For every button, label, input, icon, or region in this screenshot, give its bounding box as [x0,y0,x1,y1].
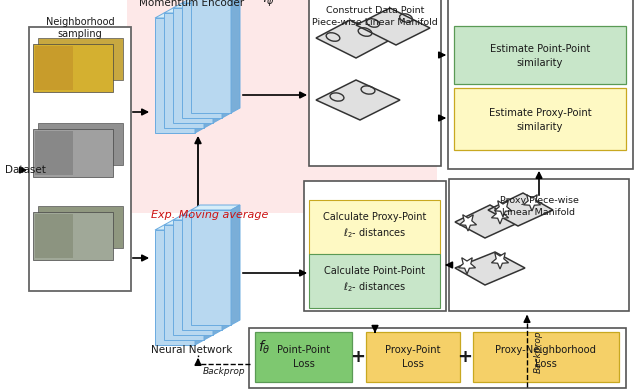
Text: Calculate Proxy-Point
$\ell_2$- distances: Calculate Proxy-Point $\ell_2$- distance… [323,212,427,240]
Polygon shape [173,220,213,335]
Polygon shape [155,230,195,345]
Text: Exp. Moving average: Exp. Moving average [151,210,269,220]
Text: Calculate Point-Point
$\ell_2$- distances: Calculate Point-Point $\ell_2$- distance… [324,266,426,294]
Polygon shape [173,3,222,8]
Text: +: + [458,348,472,366]
FancyBboxPatch shape [127,0,437,213]
FancyBboxPatch shape [449,179,629,311]
Polygon shape [191,205,240,210]
Polygon shape [204,220,213,340]
Text: Proxy Piece-wise
Linear Manifold: Proxy Piece-wise Linear Manifold [500,196,579,217]
Text: $f_\phi$: $f_\phi$ [262,0,275,9]
FancyBboxPatch shape [33,129,113,177]
Polygon shape [492,253,509,269]
Polygon shape [204,8,213,128]
Text: Estimate Point-Point
similarity: Estimate Point-Point similarity [490,44,590,67]
FancyBboxPatch shape [473,332,619,382]
Text: Backprop: Backprop [534,331,543,373]
Polygon shape [155,18,195,133]
FancyBboxPatch shape [35,46,73,90]
Polygon shape [164,220,213,225]
FancyBboxPatch shape [454,26,626,84]
Polygon shape [173,8,213,123]
Text: Point-Point
Loss: Point-Point Loss [277,346,331,369]
Polygon shape [195,13,204,133]
Polygon shape [164,225,204,340]
FancyBboxPatch shape [38,38,123,80]
Polygon shape [164,8,213,13]
Text: $f_\theta$: $f_\theta$ [258,339,271,356]
Text: Construct Data Point
Piece-wise Linear Manifold: Construct Data Point Piece-wise Linear M… [312,6,438,27]
Polygon shape [173,215,222,220]
Polygon shape [222,0,231,118]
Polygon shape [164,13,204,128]
Text: +: + [351,348,365,366]
FancyBboxPatch shape [35,214,73,258]
Polygon shape [316,80,400,120]
FancyBboxPatch shape [454,88,626,150]
Polygon shape [213,215,222,335]
FancyBboxPatch shape [304,181,446,311]
Text: Dataset: Dataset [5,165,46,175]
Polygon shape [182,210,231,215]
Polygon shape [155,225,204,230]
Polygon shape [455,205,520,238]
Polygon shape [222,210,231,330]
FancyBboxPatch shape [29,27,131,291]
Polygon shape [182,3,222,118]
Polygon shape [195,225,204,345]
FancyBboxPatch shape [38,123,123,165]
Text: Estimate Proxy-Point
similarity: Estimate Proxy-Point similarity [489,108,591,131]
Polygon shape [191,0,231,113]
FancyBboxPatch shape [249,328,626,388]
Polygon shape [155,13,204,18]
FancyBboxPatch shape [448,0,633,169]
Text: Neighborhood
sampling: Neighborhood sampling [45,17,115,39]
Polygon shape [316,20,390,58]
Polygon shape [182,215,222,330]
Text: Momentum Encoder: Momentum Encoder [139,0,251,8]
FancyBboxPatch shape [33,44,113,92]
Polygon shape [488,193,553,226]
Polygon shape [460,215,477,231]
Polygon shape [231,205,240,325]
Text: Backprop: Backprop [203,367,245,376]
FancyBboxPatch shape [366,332,460,382]
Polygon shape [455,252,525,285]
Polygon shape [356,8,430,45]
Polygon shape [524,195,541,211]
Polygon shape [458,258,476,274]
FancyBboxPatch shape [309,200,440,254]
FancyBboxPatch shape [309,254,440,308]
FancyBboxPatch shape [33,212,113,260]
Text: Neural Network: Neural Network [151,345,239,355]
Polygon shape [213,3,222,123]
Polygon shape [231,0,240,113]
FancyBboxPatch shape [38,206,123,248]
FancyBboxPatch shape [309,0,441,166]
Polygon shape [191,210,231,325]
Text: Proxy-Point
Loss: Proxy-Point Loss [385,346,441,369]
FancyBboxPatch shape [255,332,352,382]
Polygon shape [492,208,509,224]
Polygon shape [495,201,511,217]
Text: Proxy-Neighborhood
Loss: Proxy-Neighborhood Loss [495,346,596,369]
FancyBboxPatch shape [35,131,73,175]
Polygon shape [182,0,231,3]
